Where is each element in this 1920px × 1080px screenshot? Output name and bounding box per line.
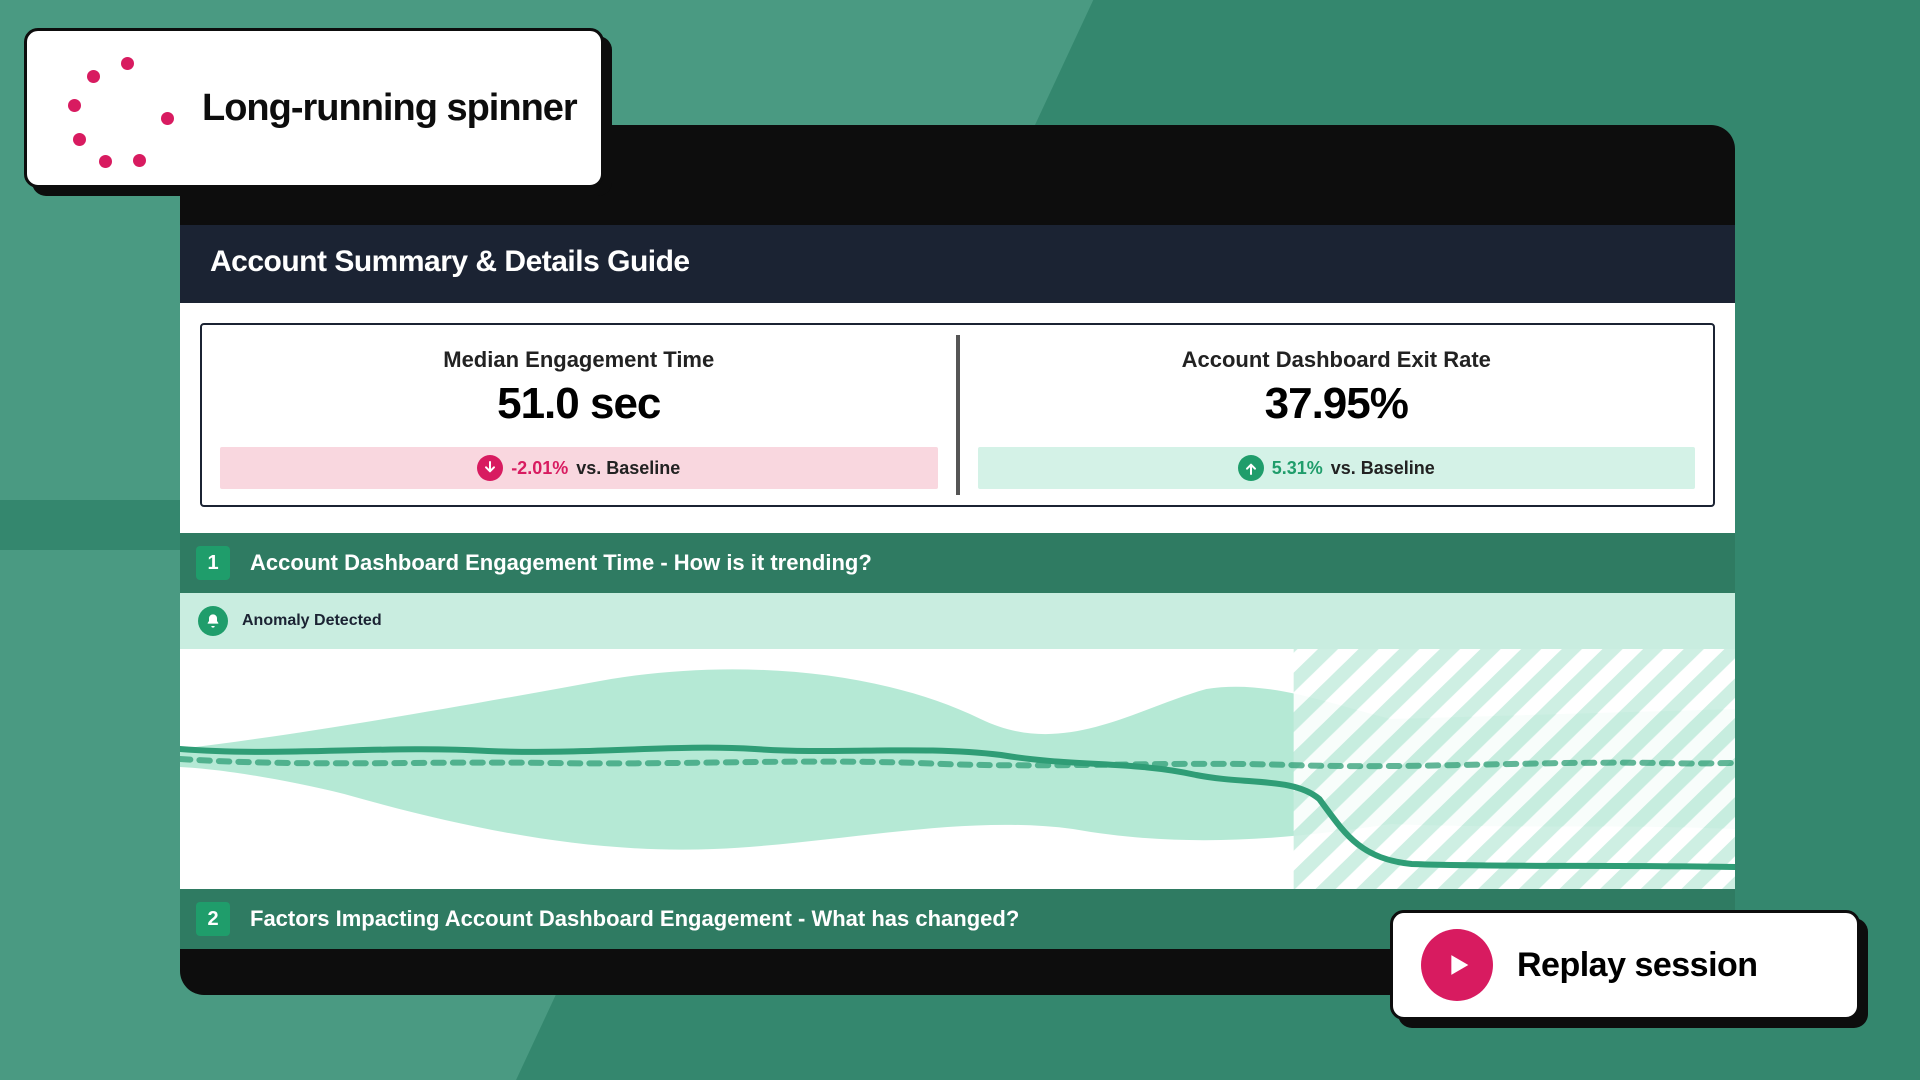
replay-session-button[interactable]: Replay session — [1390, 910, 1860, 1020]
arrow-up-icon — [1238, 455, 1264, 481]
delta-pct: 5.31% — [1272, 458, 1323, 479]
chart-svg — [180, 649, 1735, 889]
section-1-title: Account Dashboard Engagement Time - How … — [250, 550, 872, 576]
engagement-trend-chart — [180, 649, 1735, 889]
app-header: Account Summary & Details Guide — [180, 225, 1735, 303]
section-number: 2 — [196, 902, 230, 936]
anomaly-text: Anomaly Detected — [242, 612, 382, 630]
page-title: Account Summary & Details Guide — [210, 245, 1705, 279]
app-body: Median Engagement Time 51.0 sec -2.01% v… — [180, 303, 1735, 949]
arrow-down-icon — [477, 455, 503, 481]
metric-value: 37.95% — [976, 379, 1698, 429]
spinner-icon — [57, 48, 177, 168]
section-1-header[interactable]: 1 Account Dashboard Engagement Time - Ho… — [180, 533, 1735, 593]
spinner-label: Long-running spinner — [202, 87, 577, 130]
metric-title: Account Dashboard Exit Rate — [976, 347, 1698, 373]
play-icon — [1421, 929, 1493, 1001]
metric-exit-rate: Account Dashboard Exit Rate 37.95% 5.31%… — [960, 325, 1714, 505]
delta-pct: -2.01% — [511, 458, 568, 479]
replay-session-label: Replay session — [1517, 946, 1758, 985]
delta-bar-positive: 5.31% vs. Baseline — [978, 447, 1696, 489]
bell-icon — [198, 606, 228, 636]
delta-suffix: vs. Baseline — [576, 458, 680, 479]
anomaly-banner: Anomaly Detected — [180, 593, 1735, 649]
metric-engagement-time: Median Engagement Time 51.0 sec -2.01% v… — [202, 325, 956, 505]
section-number: 1 — [196, 546, 230, 580]
metrics-row: Median Engagement Time 51.0 sec -2.01% v… — [200, 323, 1715, 507]
spinner-card: Long-running spinner — [24, 28, 604, 188]
metric-value: 51.0 sec — [218, 379, 940, 429]
section-2-title: Factors Impacting Account Dashboard Enga… — [250, 906, 1019, 932]
delta-suffix: vs. Baseline — [1331, 458, 1435, 479]
delta-bar-negative: -2.01% vs. Baseline — [220, 447, 938, 489]
app-window: Account Summary & Details Guide Median E… — [180, 125, 1735, 995]
metric-title: Median Engagement Time — [218, 347, 940, 373]
